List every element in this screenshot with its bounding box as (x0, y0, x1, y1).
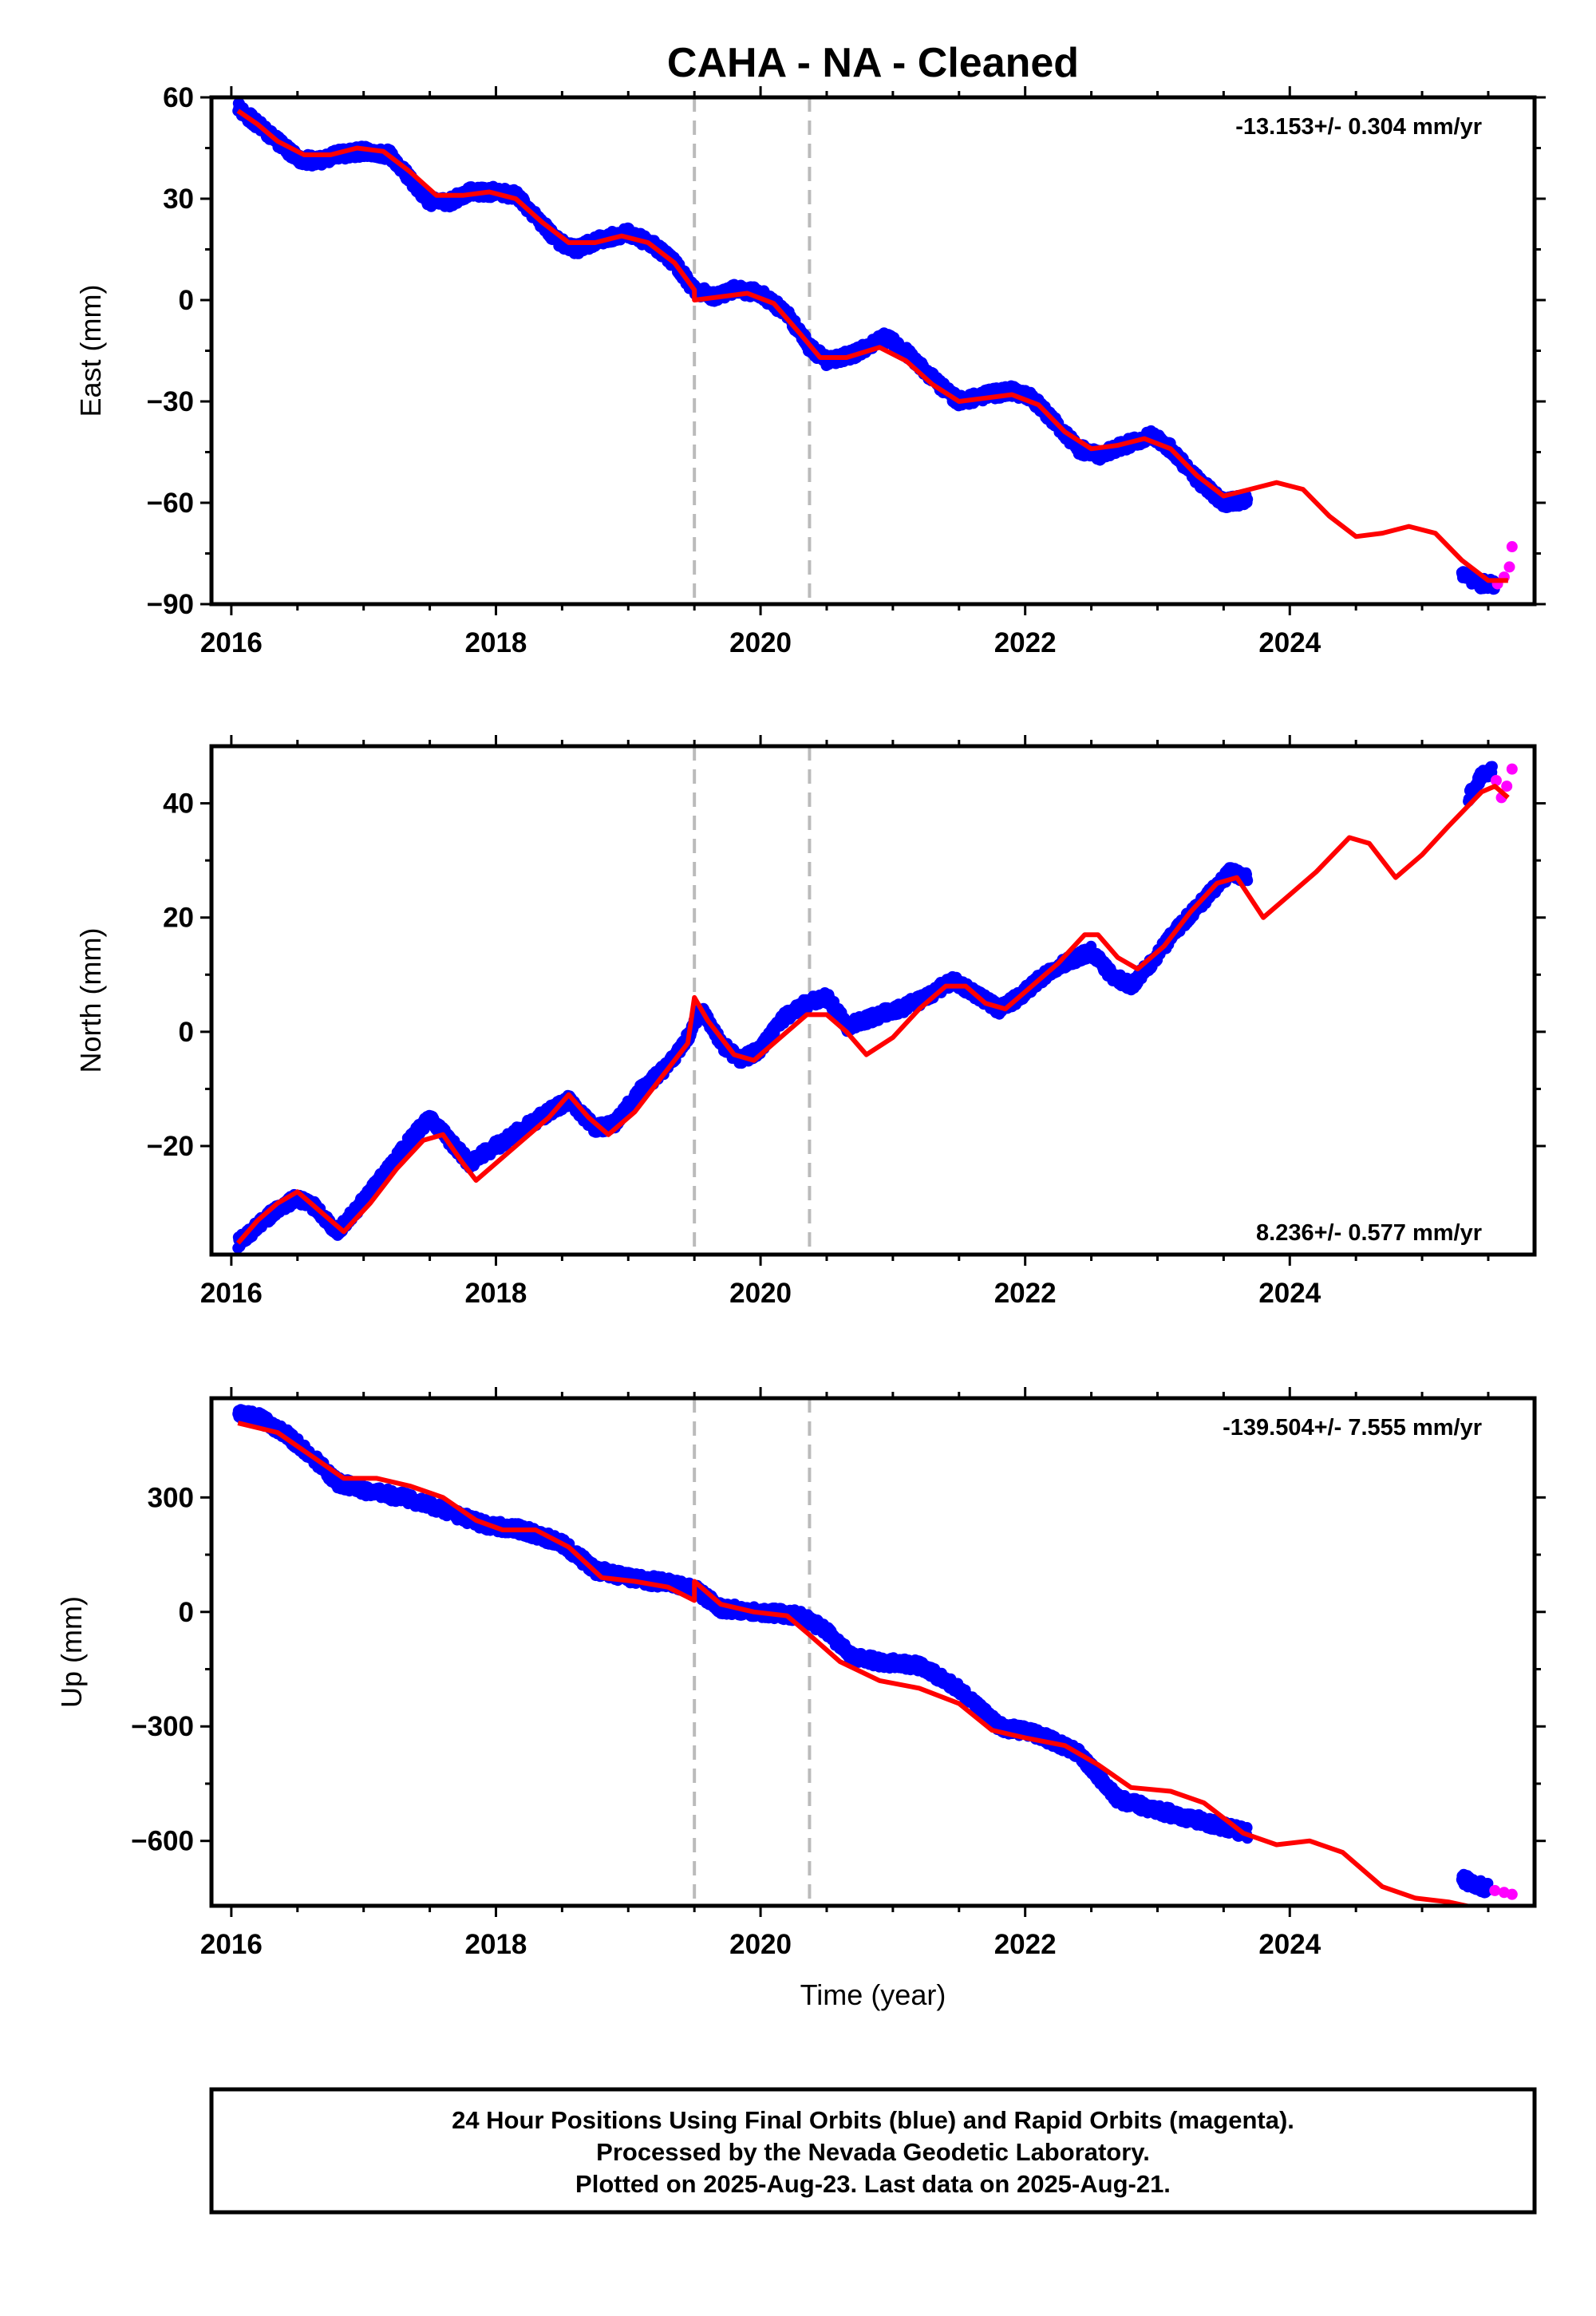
model-line (236, 109, 1508, 583)
y-tick-label: 0 (179, 1017, 194, 1048)
x-tick-label: 2024 (1258, 1278, 1321, 1309)
east-rate-label: -13.153+/- 0.304 mm/yr (1235, 114, 1482, 140)
rapid-orbit-point (1506, 541, 1518, 553)
up-plot-area (232, 1398, 1518, 1906)
rapid-orbit-point (1490, 774, 1502, 786)
final-orbit-point (1486, 761, 1498, 773)
rapid-orbit-point (1503, 561, 1515, 573)
y-tick-label: 60 (163, 82, 194, 113)
y-tick-label: −30 (147, 386, 194, 417)
y-tick-label: 40 (163, 788, 194, 820)
y-tick-label: −20 (147, 1131, 194, 1162)
y-tick-label: −90 (147, 589, 194, 620)
north-panel: 2016 2018 2020 2022 2024 40 20 0 −20 North (mm) 8.… (74, 735, 1546, 1309)
x-tick-label: 2016 (200, 627, 263, 658)
x-tick-label: 2020 (729, 627, 792, 658)
north-rate-label: 8.236+/- 0.577 mm/yr (1256, 1220, 1482, 1246)
x-tick-label: 2018 (465, 627, 527, 658)
chart-title: CAHA - NA - Cleaned (667, 40, 1079, 86)
rapid-orbit-point (1506, 763, 1518, 775)
north-y-axis-label: North (mm) (74, 928, 107, 1073)
x-tick-label: 2018 (465, 1278, 527, 1309)
east-panel: 2016 2018 2020 2022 2024 60 30 0 −30 −60 −90 East (… (74, 82, 1546, 658)
north-frame (209, 744, 1537, 1257)
x-tick-label: 2016 (200, 1278, 263, 1309)
y-tick-label: −60 (147, 488, 194, 519)
x-tick-label: 2022 (994, 627, 1057, 658)
x-tick-label: 2024 (1258, 627, 1321, 658)
y-tick-label: 30 (163, 184, 194, 215)
x-tick-label: 2022 (994, 1278, 1057, 1309)
north-plot-area (232, 746, 1518, 1255)
final-orbit-point (1242, 493, 1254, 505)
x-tick-label: 2020 (729, 1278, 792, 1309)
model-line (235, 784, 1510, 1245)
final-orbit-point (1242, 875, 1254, 887)
y-tick-label: 0 (179, 285, 194, 316)
rapid-orbit-point (1501, 781, 1513, 792)
y-tick-label: 20 (163, 903, 194, 934)
east-y-axis-label: East (mm) (74, 285, 107, 417)
east-plot-area (232, 97, 1518, 604)
